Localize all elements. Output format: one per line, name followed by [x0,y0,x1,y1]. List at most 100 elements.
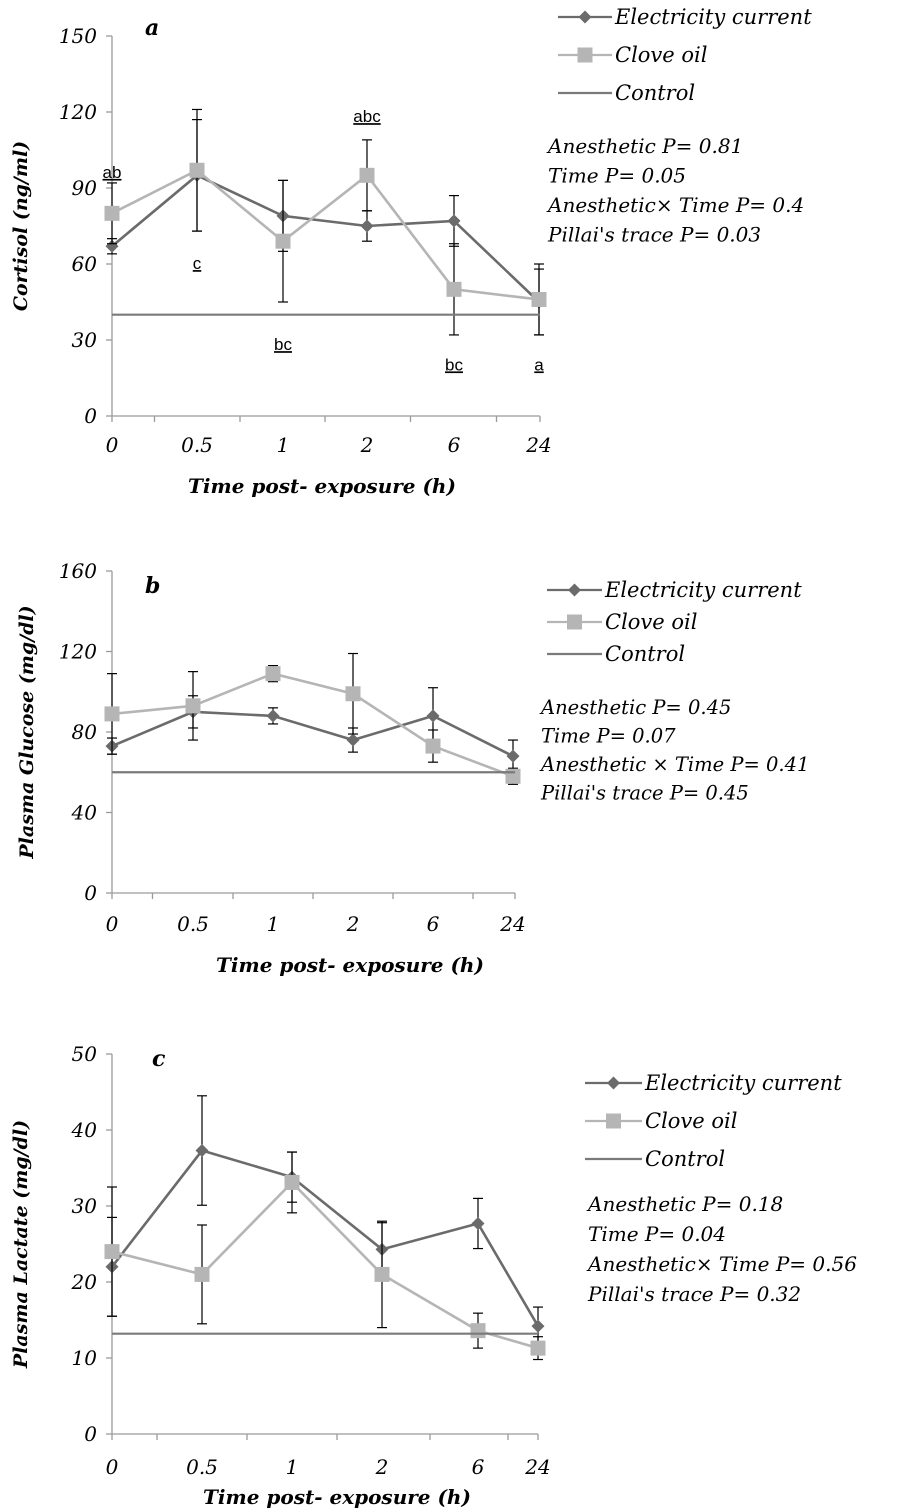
legend-label: Electricity current [614,5,812,29]
legend-label: Control [615,81,695,105]
significance-letter: abc [353,107,381,126]
stats-line: Time P= 0.07 [541,725,676,748]
x-tick-label: 0 [106,433,119,457]
x-tick-label: 0.5 [177,912,209,936]
legend-marker [567,614,582,630]
diamond-point [266,709,280,723]
square-point [359,167,375,183]
stats-line: Anesthetic× Time P= 0.56 [586,1252,857,1276]
square-point [265,666,281,682]
diamond-point [426,709,440,723]
panel-letter: c [152,1046,166,1072]
panel-letter: b [145,573,160,599]
y-axis-title: Plasma Glucose (mg/dl) [16,605,38,859]
legend-label: Clove oil [605,610,697,634]
square-point [446,281,462,297]
legend-marker [578,10,592,24]
x-tick-label: 6 [448,433,461,457]
stats-line: Time P= 0.05 [548,164,686,188]
x-tick-label: 24 [525,433,551,457]
x-axis-title: Time post- exposure (h) [203,1485,471,1509]
x-tick-label: 24 [499,912,525,936]
legend-label: Electricity current [644,1071,842,1095]
y-tick-label: 90 [72,176,98,200]
square-point [185,698,201,714]
diamond-point [195,1144,209,1158]
y-tick-label: 50 [72,1042,98,1066]
square-point [505,768,521,784]
y-tick-label: 0 [84,881,97,905]
significance-letter: c [193,254,202,273]
x-tick-label: 2 [360,433,374,457]
diamond-point [360,219,374,233]
square-point [275,233,291,249]
legend-label: Electricity current [604,578,802,602]
series-line [111,672,514,778]
x-tick-label: 6 [472,1455,485,1479]
y-tick-label: 80 [72,720,98,744]
significance-letter: ab [103,163,122,182]
legend: Electricity current Clove oil Control [547,578,802,666]
x-tick-label: 1 [277,433,290,457]
legend-label: Clove oil [615,43,707,67]
y-tick-label: 40 [71,1118,98,1142]
square-point [104,1244,120,1260]
series-electricity-current [105,1095,545,1346]
stats-line: Anesthetic × Time P= 0.41 [539,753,809,776]
diamond-point [531,1319,545,1333]
legend-marker [568,583,581,597]
legend-marker [607,1076,620,1090]
y-tick-label: 40 [71,801,98,825]
y-tick-label: 120 [59,100,97,124]
significance-letter: a [534,355,544,374]
legend: Electricity current Clove oil Control [558,5,812,105]
legend-marker [606,1113,621,1129]
stats-line: Anesthetic P= 0.81 [546,134,743,158]
series-line [111,168,540,301]
series-electricity-current [105,118,546,336]
y-axis-title: Plasma Lactate (mg/dl) [10,1120,32,1369]
x-tick-label: 1 [286,1455,299,1479]
series-clove-oil [104,108,547,336]
x-tick-label: 0 [106,1455,119,1479]
stats-line: Pillai's trace P= 0.32 [587,1282,801,1306]
x-tick-label: 6 [427,912,440,936]
square-point [374,1266,390,1282]
legend-label: Control [645,1147,725,1171]
x-tick-label: 0.5 [186,1455,218,1479]
y-tick-label: 30 [72,1194,98,1218]
significance-letter: bc [445,355,463,374]
square-point [104,706,120,722]
series-line [110,1149,540,1327]
square-point [425,738,441,754]
square-point [189,162,205,178]
significance-letter: bc [274,335,292,354]
y-tick-label: 20 [71,1270,98,1294]
square-point [284,1174,300,1190]
square-point [345,686,361,702]
y-tick-label: 160 [59,559,97,583]
x-tick-label: 2 [375,1455,389,1479]
y-tick-label: 150 [59,24,97,48]
stats-line: Anesthetic P= 0.45 [539,696,731,719]
x-tick-label: 0.5 [181,433,213,457]
legend-marker [577,47,593,63]
y-tick-label: 0 [84,1422,97,1446]
y-tick-label: 0 [84,404,97,428]
x-tick-label: 1 [267,912,280,936]
legend-label: Control [605,642,685,666]
series-clove-oil [104,652,521,785]
diamond-point [471,1216,485,1230]
series-electricity-current [105,687,520,773]
square-point [470,1323,486,1339]
y-tick-label: 120 [59,640,97,664]
x-tick-label: 0 [106,912,119,936]
diamond-point [105,239,119,253]
y-axis-title: Cortisol (ng/ml) [10,141,32,311]
chart-panel-c: 0 10 20 30 40 50 0 0.5 1 2 6 24 Time post- exposure … [10,1042,857,1509]
x-axis-title: Time post- exposure (h) [188,474,456,498]
chart-panel-a: 0 30 60 90 120 150 0 0.5 1 2 6 24 Time post- exposur… [10,5,812,498]
series-line [111,173,540,303]
series-line [111,710,514,758]
